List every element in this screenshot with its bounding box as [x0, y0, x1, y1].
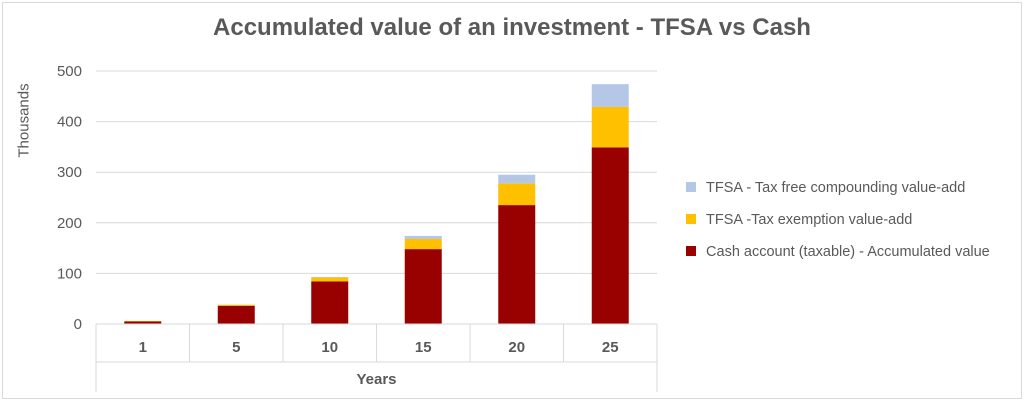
bar-segment-5-series-0	[217, 305, 255, 324]
legend-swatch-cash	[686, 246, 696, 257]
y-tick-label-500: 500	[57, 63, 82, 80]
x-tick-label-10: 10	[321, 339, 338, 356]
bar-segment-1-series-0	[124, 321, 162, 324]
bar-segment-20-series-0	[498, 205, 536, 324]
bar-segment-20-series-1	[498, 183, 536, 206]
y-tick-label-0: 0	[74, 316, 82, 333]
bar-segment-15-series-2	[404, 235, 442, 239]
x-tick-label-25: 25	[602, 339, 619, 356]
bar-segment-20-series-2	[498, 174, 536, 184]
bar-segment-1-series-1	[124, 320, 162, 322]
bar-segment-15-series-1	[404, 238, 442, 250]
legend-item-cash: Cash account (taxable) - Accumulated val…	[686, 244, 1016, 266]
y-tick-label-100: 100	[57, 265, 82, 282]
legend: TFSA - Tax free compounding value-add TF…	[686, 180, 1016, 276]
x-tick-label-15: 15	[415, 339, 432, 356]
legend-label-compounding: TFSA - Tax free compounding value-add	[706, 180, 966, 197]
x-tick-label-20: 20	[508, 339, 525, 356]
legend-label-cash: Cash account (taxable) - Accumulated val…	[706, 244, 990, 261]
y-tick-label-200: 200	[57, 215, 82, 232]
chart-title: Accumulated value of an investment - TFS…	[213, 14, 811, 41]
bar-segment-25-series-1	[591, 106, 629, 148]
bar-segment-15-series-0	[404, 249, 442, 324]
legend-swatch-exemption	[686, 214, 696, 225]
x-tick-label-1: 1	[139, 339, 147, 356]
legend-item-exemption: TFSA -Tax exemption value-add	[686, 212, 1016, 234]
bar-segment-5-series-1	[217, 304, 255, 306]
bar-segment-10-series-2	[311, 276, 349, 278]
legend-label-exemption: TFSA -Tax exemption value-add	[706, 212, 913, 229]
x-tick-label-5: 5	[232, 339, 240, 356]
y-tick-label-400: 400	[57, 114, 82, 131]
bar-segment-10-series-0	[311, 281, 349, 324]
x-axis-title: Years	[356, 371, 396, 388]
legend-item-compounding: TFSA - Tax free compounding value-add	[686, 180, 1016, 202]
bar-segment-10-series-1	[311, 277, 349, 282]
y-tick-label-300: 300	[57, 164, 82, 181]
legend-swatch-compounding	[686, 182, 696, 193]
bar-segment-25-series-0	[591, 147, 629, 324]
bar-segment-25-series-2	[591, 84, 629, 107]
